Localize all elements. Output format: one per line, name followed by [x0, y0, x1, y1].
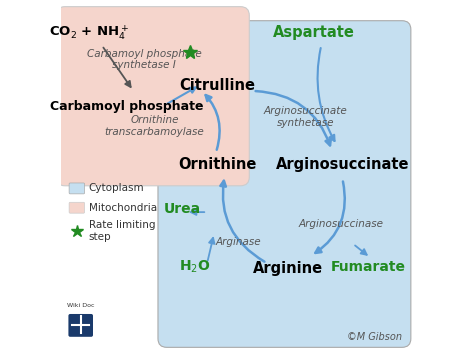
Text: H$_2$O: H$_2$O	[179, 258, 210, 275]
Text: Rate limiting
step: Rate limiting step	[89, 220, 155, 241]
Text: ©M Gibson: ©M Gibson	[347, 332, 402, 342]
Text: Aspartate: Aspartate	[273, 25, 355, 40]
Text: Arginase: Arginase	[216, 237, 262, 247]
Text: Carbamoyl phosphate
synthetase I: Carbamoyl phosphate synthetase I	[87, 48, 201, 70]
Text: Ornithine: Ornithine	[179, 157, 257, 172]
FancyBboxPatch shape	[158, 21, 411, 347]
Text: Arginine: Arginine	[253, 261, 323, 276]
Text: Arginosuccinase: Arginosuccinase	[298, 219, 383, 229]
Text: Cytoplasm: Cytoplasm	[89, 183, 145, 193]
Text: Wiki Doc: Wiki Doc	[67, 303, 94, 308]
Text: Arginosuccinate: Arginosuccinate	[275, 157, 409, 172]
FancyBboxPatch shape	[69, 202, 84, 213]
FancyBboxPatch shape	[56, 7, 249, 186]
FancyBboxPatch shape	[68, 314, 93, 337]
Text: Ornithine
transcarbamoylase: Ornithine transcarbamoylase	[105, 115, 204, 137]
Text: Fumarate: Fumarate	[331, 259, 406, 274]
Text: CO$_2$ + NH$_4^+$: CO$_2$ + NH$_4^+$	[49, 24, 129, 42]
Text: Carbamoyl phosphate: Carbamoyl phosphate	[50, 100, 203, 113]
Text: Citrulline: Citrulline	[180, 78, 255, 93]
Text: Urea: Urea	[164, 202, 201, 216]
FancyBboxPatch shape	[69, 183, 84, 194]
Text: Mitochondria: Mitochondria	[89, 203, 157, 213]
Text: Arginosuccinate
synthetase: Arginosuccinate synthetase	[264, 107, 347, 128]
